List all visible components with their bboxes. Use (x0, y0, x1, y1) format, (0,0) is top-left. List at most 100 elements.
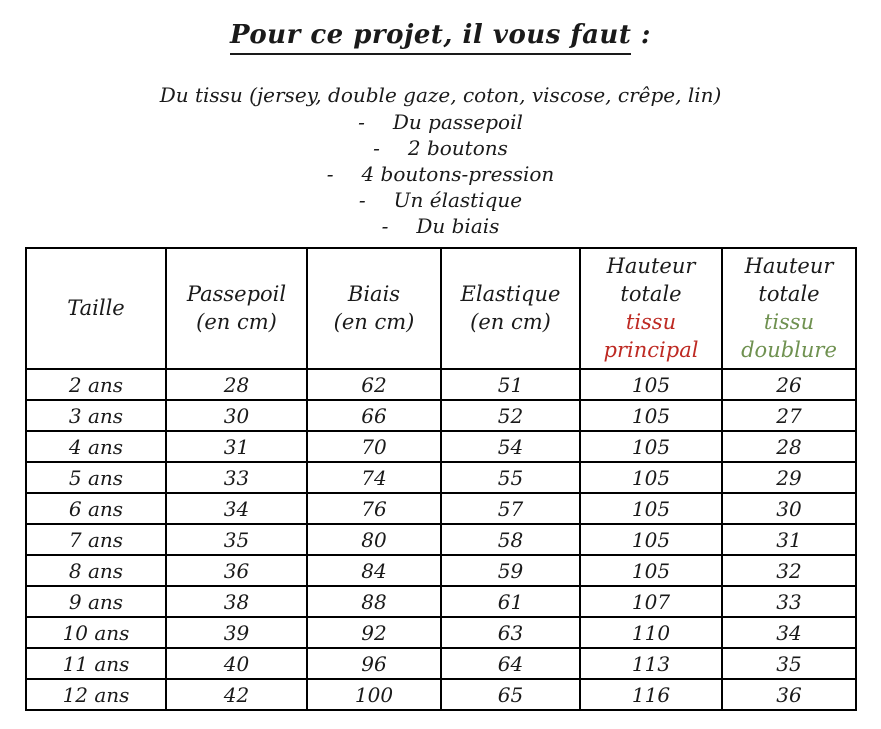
list-item-label: 4 boutons-pression (361, 162, 555, 186)
header-label: totale (758, 281, 820, 306)
table-cell: 51 (440, 368, 581, 401)
table-cell: 32 (721, 554, 857, 587)
table-cell: 65 (440, 678, 581, 711)
header-label: Biais (347, 281, 401, 306)
table-cell: 38 (165, 585, 308, 618)
table-cell: 105 (579, 492, 723, 525)
table-cell: 105 (579, 523, 723, 556)
bullet-dash: - (373, 136, 380, 160)
table-cell: 9 ans (25, 585, 167, 618)
header-label: Elastique (460, 281, 561, 306)
table-cell: 31 (165, 430, 308, 463)
table-cell: 57 (440, 492, 581, 525)
list-item: - Du passepoil (0, 109, 881, 135)
table-cell: 27 (721, 399, 857, 432)
table-cell: 12 ans (25, 678, 167, 711)
table-row: 7 ans 35 80 58 105 31 (25, 523, 857, 556)
table-row: 2 ans 28 62 51 105 26 (25, 368, 857, 401)
table-cell: 74 (306, 461, 442, 494)
header-unit: (en cm) (333, 309, 415, 334)
table-body: 2 ans 28 62 51 105 26 3 ans 30 66 52 105 27 4 ans 31 7… (25, 368, 857, 711)
header-sublabel-principal: tissu (625, 309, 677, 334)
list-item: - Du biais (0, 213, 881, 239)
bullet-dash: - (381, 214, 389, 238)
table-row: 9 ans 38 88 61 107 33 (25, 585, 857, 618)
header-sublabel-doublure: doublure (741, 337, 837, 362)
table-cell: 100 (306, 678, 442, 711)
table-cell: 59 (440, 554, 581, 587)
table-cell: 64 (440, 647, 581, 680)
table-header-row: Taille Passepoil (en cm) Biais (en cm) E… (25, 247, 857, 370)
table-cell: 80 (306, 523, 442, 556)
table-cell: 105 (579, 461, 723, 494)
header-sublabel-principal: principal (603, 337, 699, 362)
table-cell: 29 (721, 461, 857, 494)
page-title: Pour ce projet, il vous faut : (0, 20, 881, 58)
table-cell: 113 (579, 647, 723, 680)
table-cell: 96 (306, 647, 442, 680)
table-cell: 52 (440, 399, 581, 432)
table-cell: 31 (721, 523, 857, 556)
header-label: totale (620, 281, 682, 306)
table-cell: 5 ans (25, 461, 167, 494)
materials-intro: Du tissu (jersey, double gaze, coton, vi… (159, 83, 722, 107)
table-cell: 30 (165, 399, 308, 432)
size-table: Taille Passepoil (en cm) Biais (en cm) E… (25, 247, 857, 711)
list-item-label: Un élastique (393, 188, 523, 212)
table-cell: 8 ans (25, 554, 167, 587)
list-item-label: Du passepoil (392, 110, 523, 134)
table-cell: 116 (579, 678, 723, 711)
table-cell: 35 (721, 647, 857, 680)
table-cell: 66 (306, 399, 442, 432)
table-cell: 3 ans (25, 399, 167, 432)
page-title-text: Pour ce projet, il vous faut (229, 20, 632, 55)
table-cell: 26 (721, 368, 857, 401)
table-cell: 11 ans (25, 647, 167, 680)
table-row: 3 ans 30 66 52 105 27 (25, 399, 857, 432)
table-cell: 6 ans (25, 492, 167, 525)
materials-list: - Du passepoil -2 boutons -4 boutons-pres… (0, 109, 881, 239)
table-row: 12 ans 42 100 65 116 36 (25, 678, 857, 711)
list-item-label: 2 boutons (407, 136, 508, 160)
bullet-dash: - (358, 110, 365, 134)
table-cell: 36 (165, 554, 308, 587)
list-item: - Un élastique (0, 187, 881, 213)
document-page: Pour ce projet, il vous faut : Du tissu … (0, 20, 881, 729)
table-cell: 35 (165, 523, 308, 556)
column-header-elastique: Elastique (en cm) (440, 247, 581, 370)
table-cell: 42 (165, 678, 308, 711)
header-label: Hauteur (606, 253, 696, 278)
table-row: 6 ans 34 76 57 105 30 (25, 492, 857, 525)
list-item: - 4 boutons-pression (0, 161, 881, 187)
table-cell: 33 (721, 585, 857, 618)
table-cell: 10 ans (25, 616, 167, 649)
table-cell: 105 (579, 368, 723, 401)
table-cell: 34 (165, 492, 308, 525)
table-cell: 39 (165, 616, 308, 649)
header-unit: (en cm) (196, 309, 277, 334)
table-row: 5 ans 33 74 55 105 29 (25, 461, 857, 494)
table-cell: 105 (579, 554, 723, 587)
table-cell: 2 ans (25, 368, 167, 401)
bullet-dash: - (326, 162, 334, 186)
header-label: Hauteur (744, 253, 834, 278)
table-cell: 84 (306, 554, 442, 587)
table-cell: 105 (579, 399, 723, 432)
table-cell: 4 ans (25, 430, 167, 463)
table-cell: 30 (721, 492, 857, 525)
table-row: 4 ans 31 70 54 105 28 (25, 430, 857, 463)
table-row: 11 ans 40 96 64 113 35 (25, 647, 857, 680)
table-cell: 63 (440, 616, 581, 649)
table-cell: 105 (579, 430, 723, 463)
table-cell: 110 (579, 616, 723, 649)
table-header: Taille Passepoil (en cm) Biais (en cm) E… (25, 247, 857, 370)
header-unit: (en cm) (470, 309, 551, 334)
table-cell: 7 ans (25, 523, 167, 556)
table-cell: 58 (440, 523, 581, 556)
header-label: Passepoil (186, 281, 287, 306)
table-cell: 55 (440, 461, 581, 494)
table-cell: 40 (165, 647, 308, 680)
list-item-label: Du biais (416, 214, 500, 238)
column-header-biais: Biais (en cm) (306, 247, 442, 370)
table-cell: 92 (306, 616, 442, 649)
